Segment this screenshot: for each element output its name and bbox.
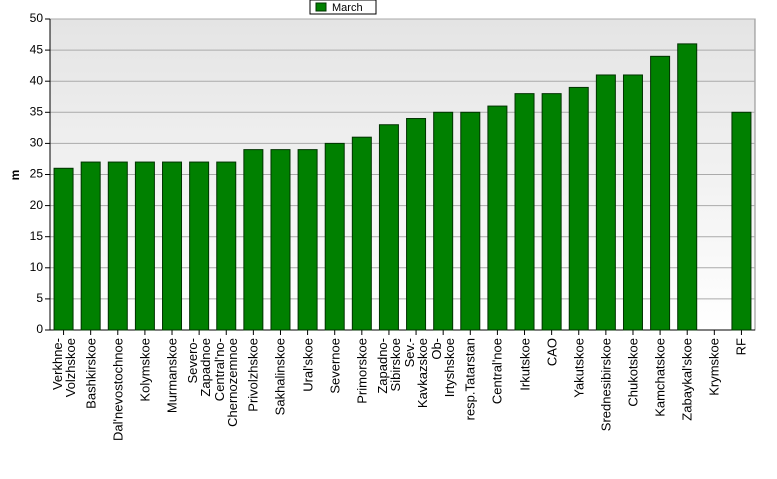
- x-tick-label: Krymskoe: [706, 338, 722, 396]
- y-tick-label: 30: [30, 136, 44, 150]
- bar: [107, 161, 128, 331]
- x-tick-label: Privolzhskoe: [245, 338, 261, 412]
- bar: [324, 142, 345, 331]
- y-tick-label: 50: [30, 11, 44, 25]
- x-tick-label: Verkhne- Volzhskoe: [49, 338, 78, 398]
- x-tick-label: Yakutskoe: [571, 338, 587, 398]
- y-tick-label: 0: [36, 322, 43, 336]
- y-tick-label: 40: [30, 73, 44, 87]
- y-axis-label: m: [8, 170, 22, 181]
- bar: [270, 149, 291, 331]
- x-tick-label: Ob- Irtyshskoe: [429, 338, 458, 398]
- x-tick-label: Sev.- Kavkazskoe: [402, 338, 431, 409]
- x-tick-label: Severo- Zapadnoe: [185, 338, 214, 397]
- bar: [433, 111, 454, 331]
- x-tick-label: Bashkirskoe: [83, 338, 99, 409]
- legend-swatch: [315, 2, 327, 12]
- bar: [134, 161, 155, 331]
- x-tick-label: Irkutskoe: [517, 338, 533, 391]
- y-tick-label: 20: [30, 198, 44, 212]
- x-tick-label: Murmanskoe: [164, 338, 180, 414]
- x-tick-label: Ural'skoe: [300, 338, 316, 392]
- legend-label: March: [332, 2, 363, 14]
- x-tick-label: CAO: [544, 338, 560, 367]
- bar: [622, 74, 643, 331]
- bar: [351, 136, 372, 331]
- bar: [162, 161, 183, 331]
- y-tick-label: 15: [30, 229, 44, 243]
- y-tick-label: 25: [30, 167, 44, 181]
- x-tick-label: Kolymskoe: [137, 338, 153, 402]
- y-tick-label: 10: [30, 260, 44, 274]
- bar: [595, 74, 616, 331]
- bar: [53, 167, 74, 331]
- x-tick-label: RF: [733, 338, 749, 356]
- bar: [460, 111, 481, 331]
- bar: [189, 161, 210, 331]
- bar: [406, 118, 427, 331]
- x-tick-label: Kamchatskoe: [652, 338, 668, 417]
- bar: [514, 93, 535, 331]
- x-tick-label: Zapadno- Sibirskoe: [374, 338, 403, 394]
- x-tick-label: Central'noe: [489, 338, 505, 405]
- y-tick-label: 5: [36, 291, 43, 305]
- x-tick-label: resp.Tatarstan: [462, 338, 478, 421]
- bar: [487, 105, 508, 331]
- x-tick-label: Chukotskoe: [625, 338, 641, 407]
- x-tick-label: Primorskoe: [354, 338, 370, 404]
- bar: [731, 111, 752, 331]
- bar: [80, 161, 101, 331]
- bar: [541, 93, 562, 331]
- x-tick-label: Severnoe: [327, 338, 343, 394]
- bar: [568, 86, 589, 331]
- x-tick-label: Dal'nevostochnoe: [110, 338, 126, 441]
- x-tick-label: Srednesibirskoe: [598, 338, 614, 432]
- x-tick-label: Central'no- Chernozemnoe: [212, 338, 241, 427]
- bar: [216, 161, 237, 331]
- bar: [677, 43, 698, 331]
- y-tick-label: 35: [30, 104, 44, 118]
- bar: [243, 149, 264, 331]
- x-tick-label: Zabaykal'skoe: [679, 338, 695, 421]
- bar: [650, 55, 671, 331]
- y-tick-label: 45: [30, 42, 44, 56]
- bar: [378, 124, 399, 331]
- bar: [297, 149, 318, 331]
- x-tick-label: Sakhalinskoe: [272, 338, 288, 416]
